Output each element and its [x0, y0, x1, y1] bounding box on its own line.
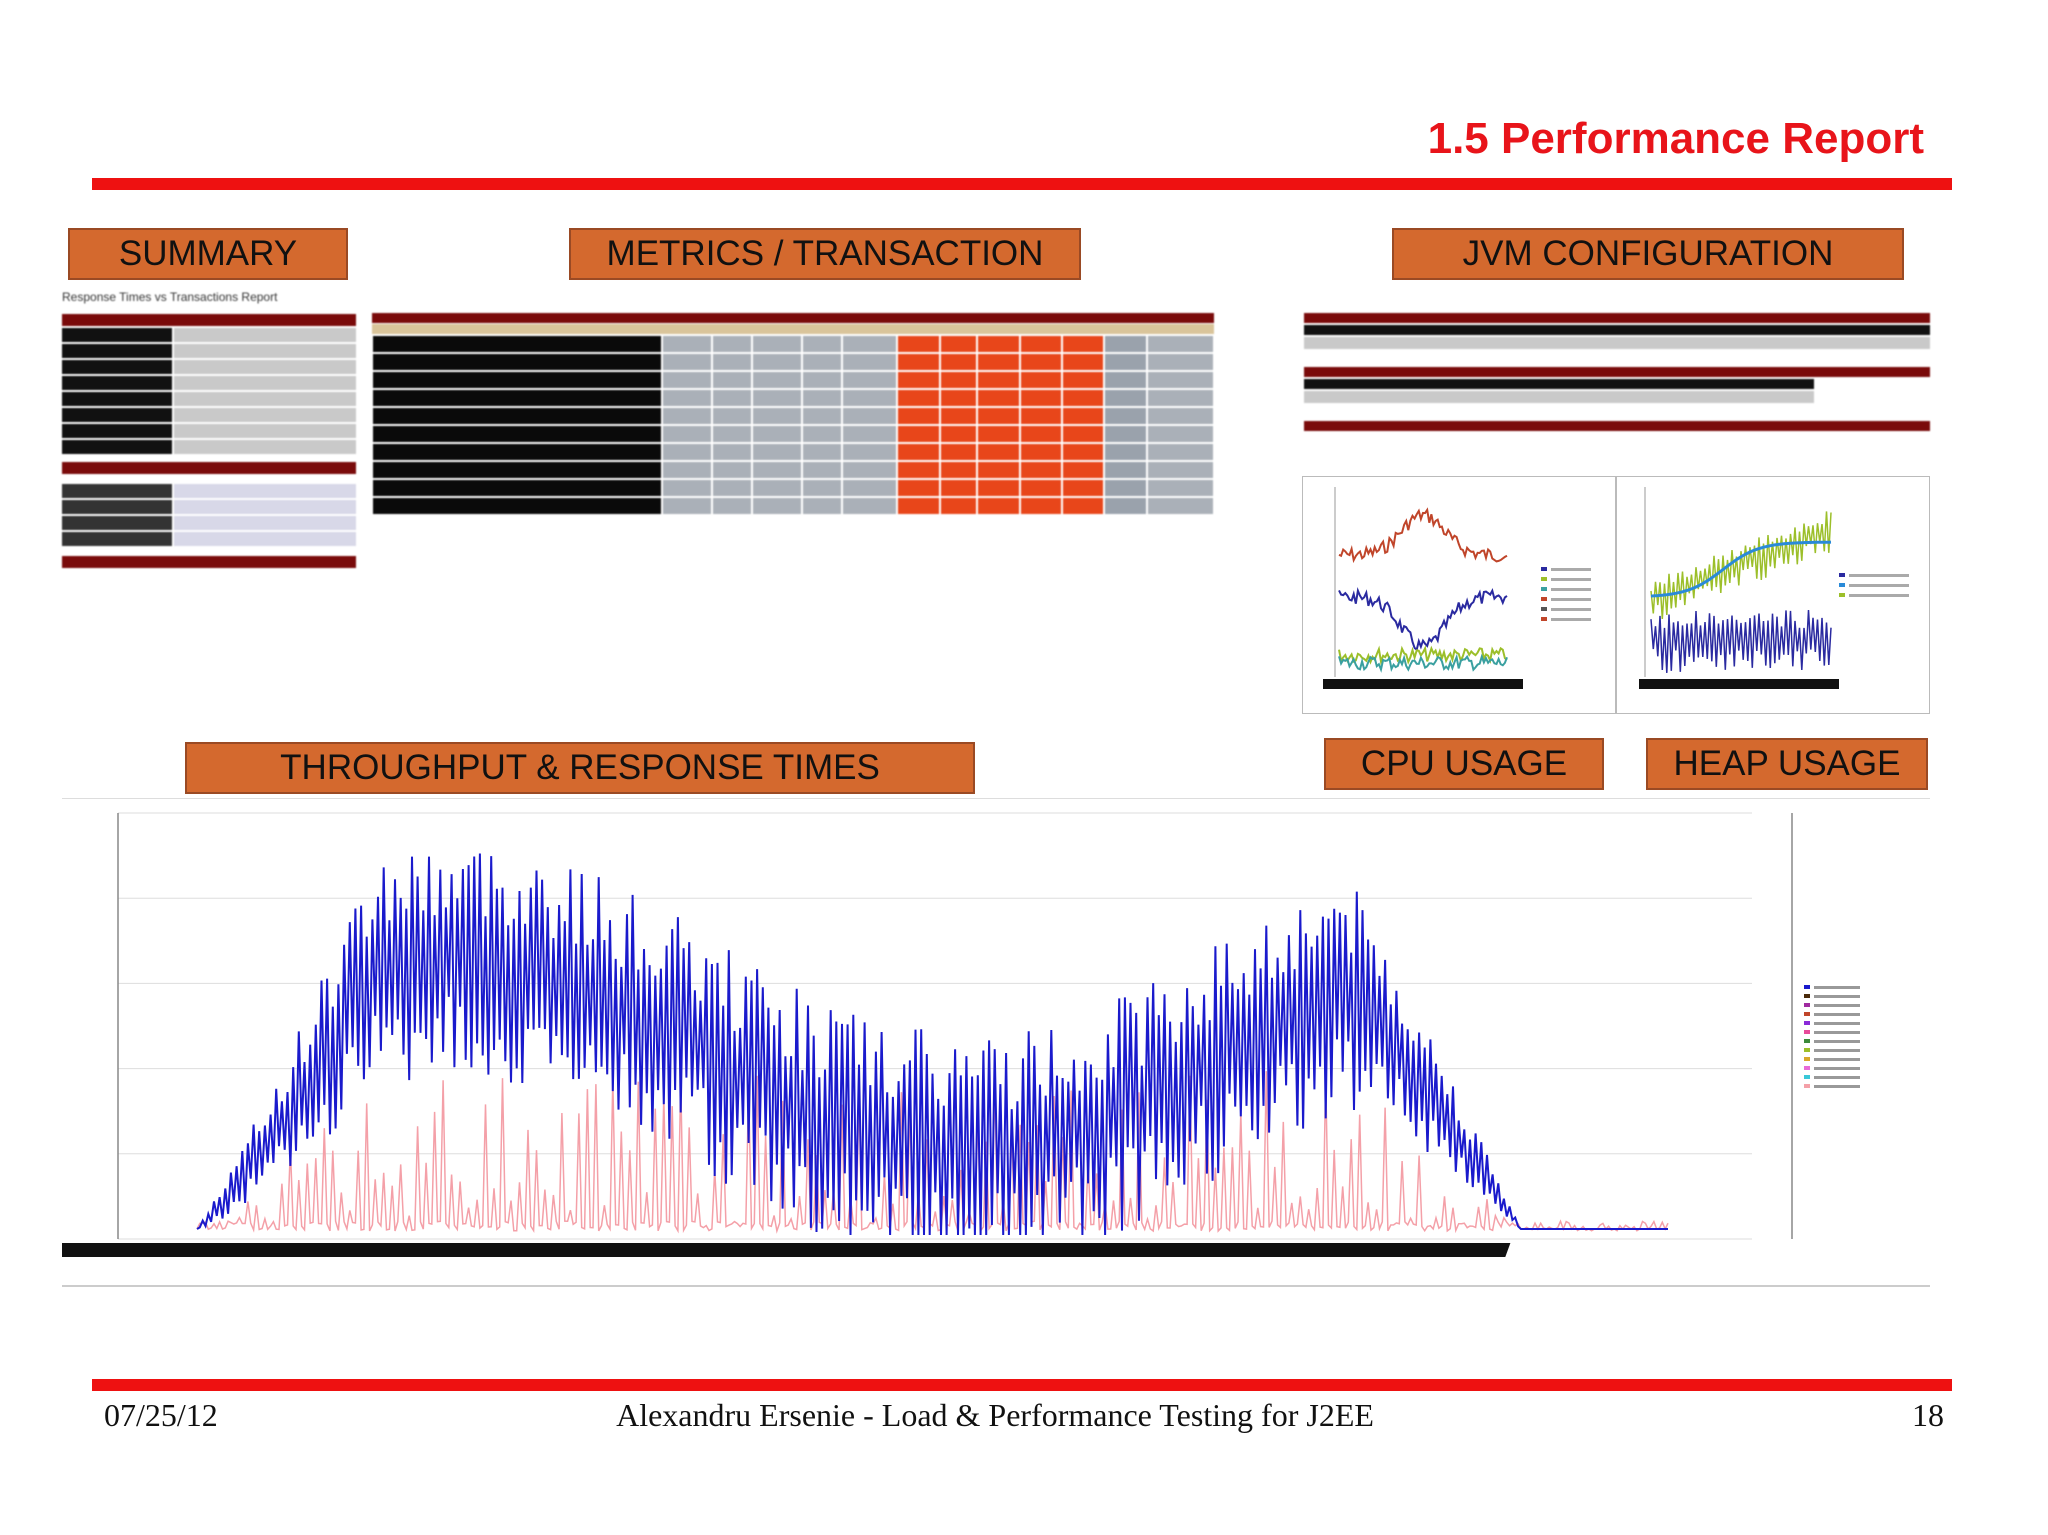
throughput-label: THROUGHPUT & RESPONSE TIMES — [185, 742, 975, 794]
footer-page-number: 18 — [1912, 1397, 1944, 1433]
heap-chart-thumbnail — [1616, 476, 1930, 714]
metrics-table-grid — [373, 336, 1213, 514]
cpu-label: CPU USAGE — [1324, 738, 1604, 790]
footer-title: Alexandru Ersenie - Load & Performance T… — [616, 1397, 1374, 1433]
slide-title: 1.5 Performance Report — [1427, 114, 1924, 163]
jvm-config-thumbnail — [1304, 313, 1930, 453]
bottom-divider — [92, 1379, 1952, 1391]
summary-heading: Response Times vs Transactions Report — [62, 290, 278, 304]
summary-thumbnail: Response Times vs Transactions Report — [62, 290, 356, 570]
heap-label: HEAP USAGE — [1646, 738, 1928, 790]
summary-label: SUMMARY — [68, 228, 348, 280]
top-divider — [92, 178, 1952, 190]
jvm-label: JVM CONFIGURATION — [1392, 228, 1904, 280]
heap-chart — [1639, 487, 1909, 689]
metrics-label: METRICS / TRANSACTION — [569, 228, 1081, 280]
cpu-chart — [1323, 487, 1591, 689]
throughput-chart-panel — [15, 798, 1930, 1287]
cpu-chart-thumbnail — [1302, 476, 1616, 714]
throughput-chart — [15, 812, 1860, 1257]
metrics-table-thumbnail — [372, 313, 1214, 525]
footer-date: 07/25/12 — [104, 1397, 218, 1433]
summary-section-header — [62, 314, 356, 326]
